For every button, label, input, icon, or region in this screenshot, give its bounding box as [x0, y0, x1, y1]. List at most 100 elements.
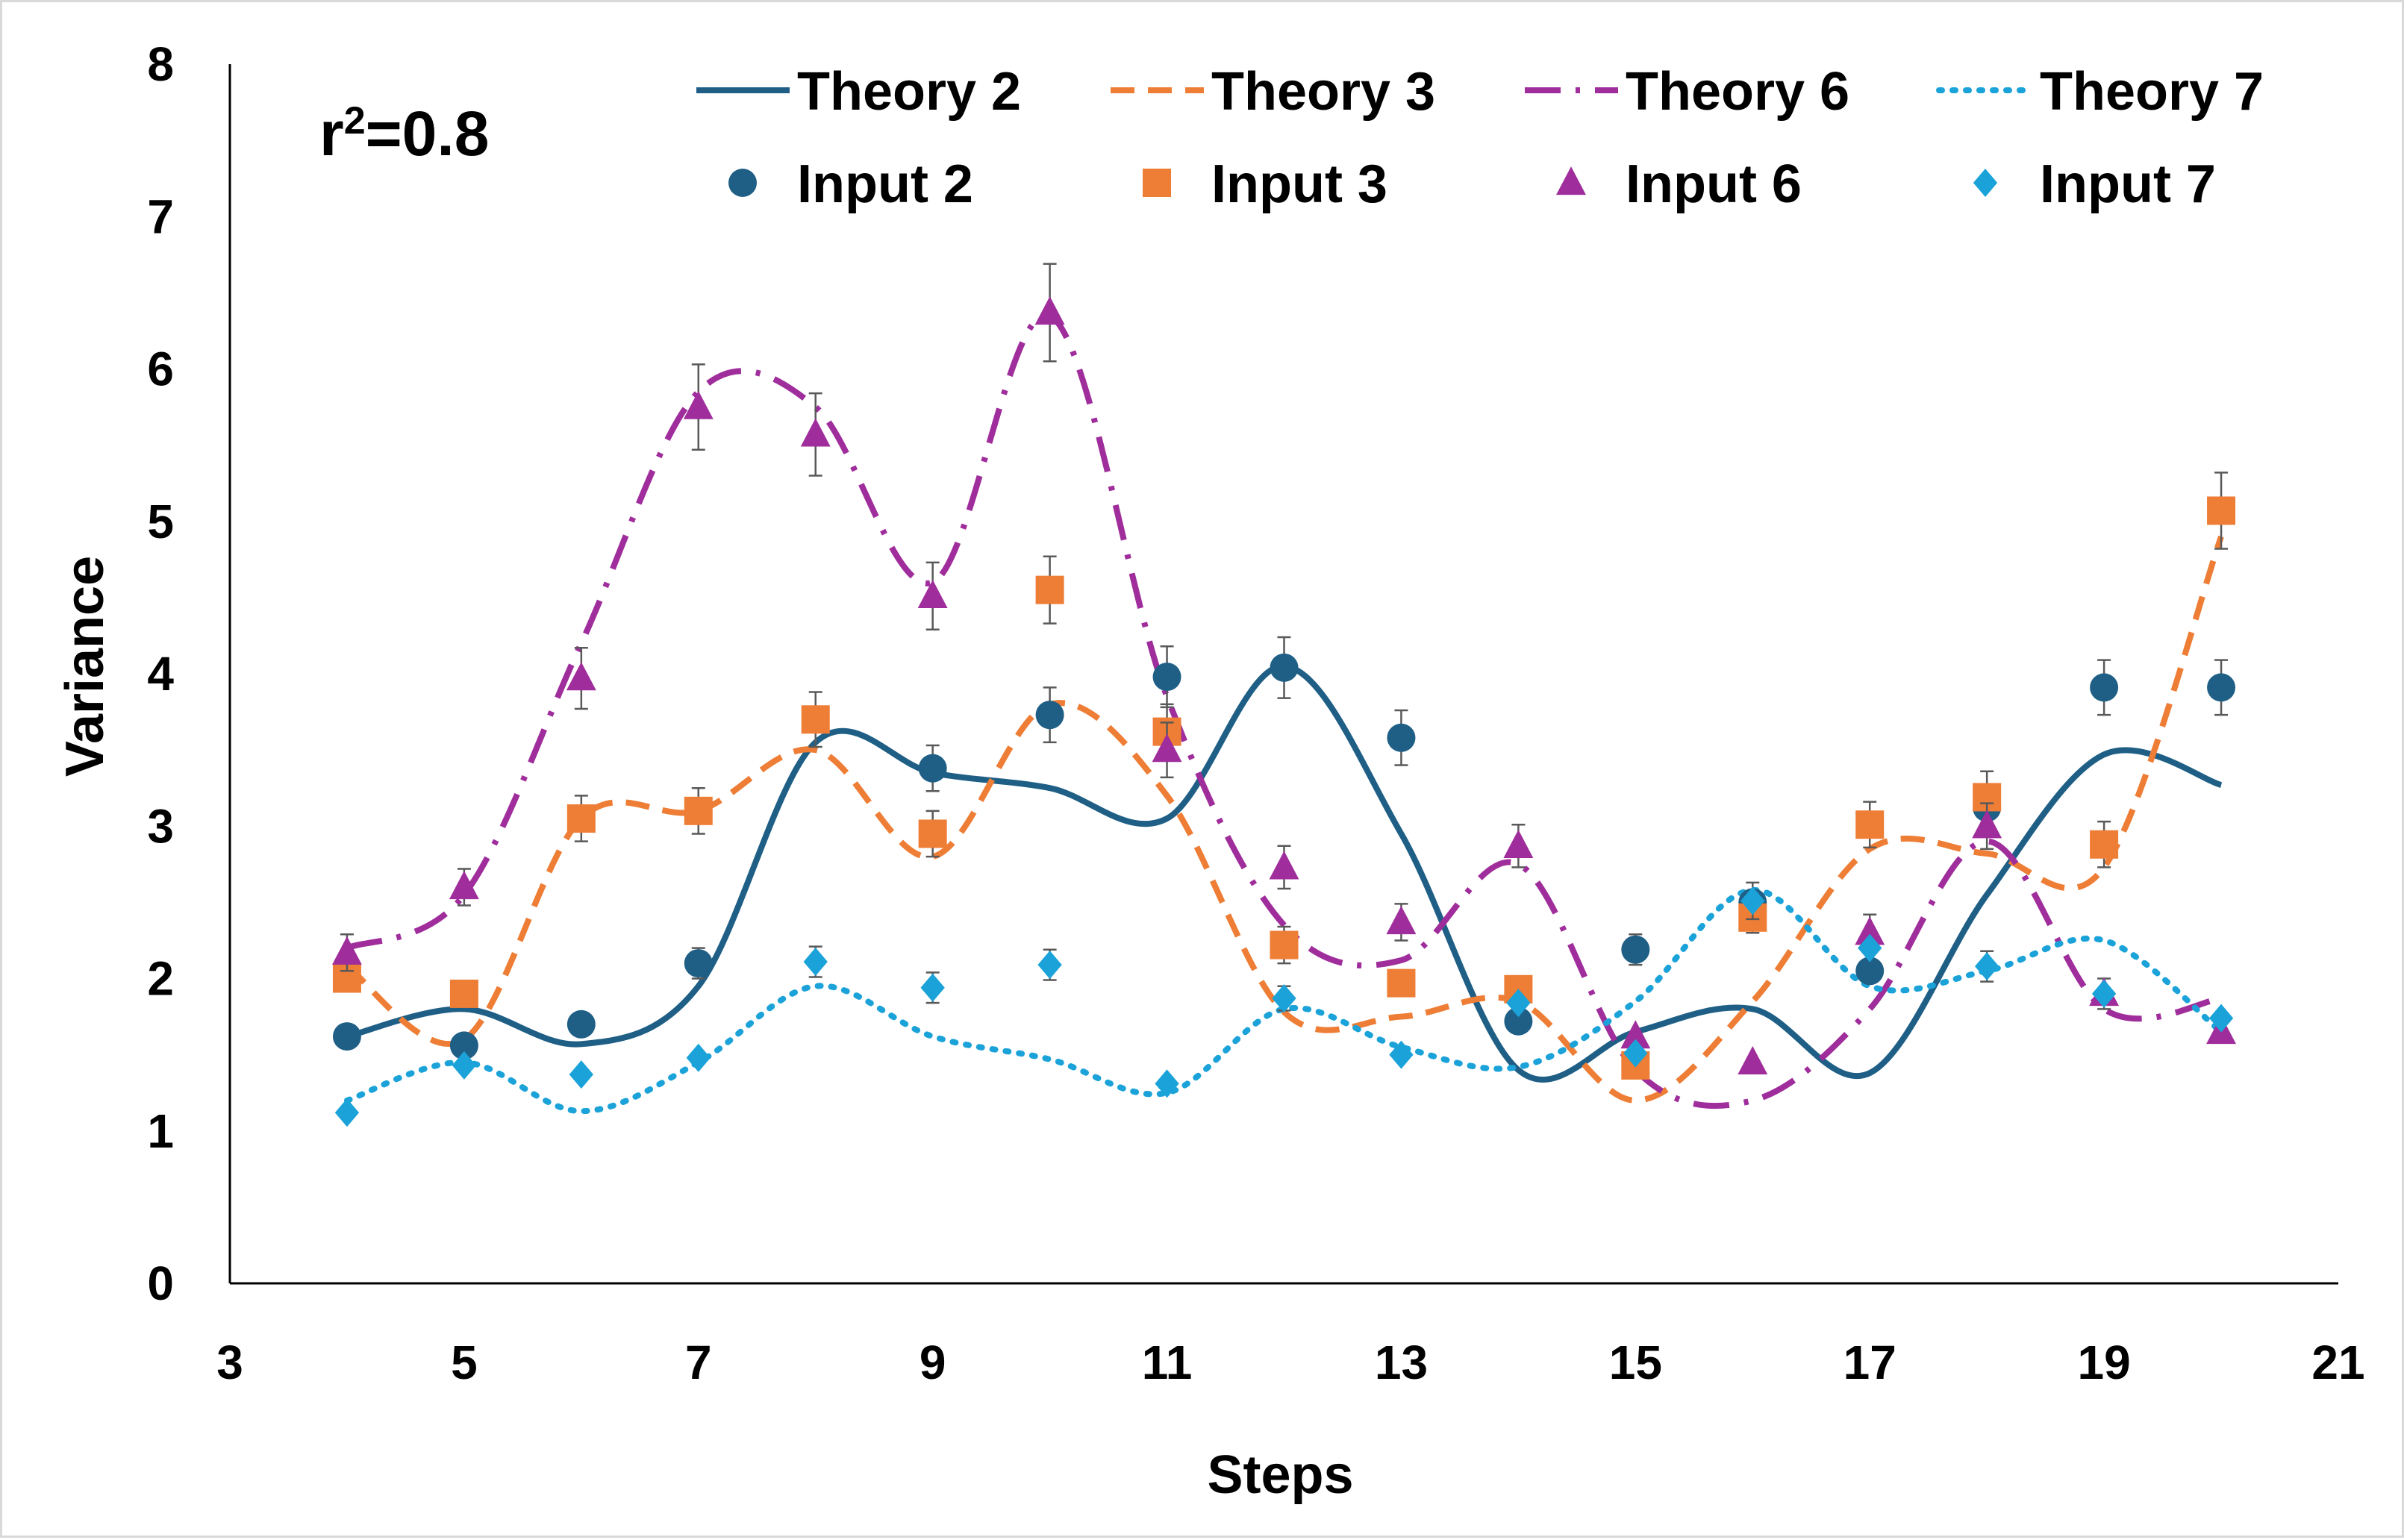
y-tick-label: 6	[147, 342, 174, 396]
y-tick-label: 0	[147, 1256, 174, 1310]
data-point-input-6	[917, 579, 948, 608]
data-point-input-7	[1506, 989, 1531, 1018]
data-point-input-7	[452, 1051, 477, 1080]
legend-label-theory-3: Theory 3	[1211, 62, 1435, 122]
data-point-input-3	[566, 804, 596, 833]
legend-swatch-input-2	[728, 169, 757, 197]
data-point-input-6	[1738, 1045, 1768, 1074]
data-point-input-7	[2091, 979, 2117, 1008]
data-point-input-7	[1858, 933, 1882, 962]
data-point-input-2	[1152, 663, 1181, 692]
data-point-input-3	[1035, 575, 1064, 604]
data-point-input-2	[1270, 653, 1299, 682]
data-point-input-2	[1621, 935, 1650, 964]
data-point-input-7	[1272, 984, 1296, 1013]
data-point-input-2	[566, 1010, 596, 1039]
data-point-input-3	[449, 979, 478, 1008]
y-tick-label: 1	[147, 1104, 174, 1158]
series-line-theory-6	[346, 311, 2222, 1109]
x-tick-label: 9	[920, 1336, 946, 1389]
data-point-input-2	[2207, 673, 2236, 702]
legend-label-input-3: Input 3	[1211, 154, 1387, 214]
data-point-input-2	[684, 949, 713, 978]
y-tick-label: 2	[147, 952, 174, 1006]
data-point-input-2	[1387, 723, 1416, 752]
y-tick-label: 8	[147, 37, 174, 91]
legend-swatch-input-6	[1556, 166, 1586, 195]
r-squared-base: r	[319, 98, 344, 169]
data-point-input-6	[1503, 829, 1534, 858]
data-point-input-6	[683, 390, 714, 419]
legend-label-input-2: Input 2	[797, 154, 973, 214]
x-tick-label: 17	[1843, 1336, 1896, 1389]
legend-swatch-input-3	[1143, 169, 1171, 197]
legend-label-input-6: Input 6	[1626, 154, 1802, 214]
x-tick-label: 5	[451, 1336, 478, 1389]
data-point-input-3	[1855, 810, 1885, 839]
data-point-input-2	[918, 754, 947, 783]
y-tick-label: 4	[147, 647, 174, 701]
data-point-input-7	[920, 973, 945, 1002]
data-point-input-7	[334, 1098, 360, 1127]
x-tick-label: 19	[2078, 1336, 2131, 1389]
data-point-input-2	[1504, 1007, 1533, 1036]
data-point-input-7	[1389, 1040, 1414, 1069]
x-tick-label: 3	[216, 1336, 243, 1389]
data-point-input-2	[2090, 673, 2119, 702]
data-point-input-6	[1386, 906, 1417, 935]
r-squared-annotation: r2=0.8	[319, 98, 489, 169]
data-point-input-3	[1270, 930, 1299, 960]
data-point-input-6	[1620, 1020, 1651, 1049]
legend-label-input-7: Input 7	[2040, 154, 2216, 214]
data-point-input-6	[331, 936, 362, 965]
data-point-input-7	[686, 1043, 711, 1072]
data-point-input-7	[569, 1060, 593, 1089]
data-point-input-6	[1152, 733, 1182, 763]
data-point-input-3	[2207, 496, 2236, 525]
input-points	[331, 263, 2237, 1127]
x-tick-label: 21	[2311, 1336, 2364, 1389]
data-point-input-7	[2208, 1004, 2234, 1033]
data-point-input-7	[1623, 1039, 1648, 1068]
legend-label-theory-7: Theory 7	[2040, 62, 2264, 122]
data-point-input-3	[2090, 830, 2119, 859]
data-point-input-7	[1975, 952, 1999, 981]
data-point-input-3	[801, 705, 830, 734]
data-point-input-3	[684, 796, 713, 825]
data-point-input-2	[449, 1031, 478, 1060]
x-tick-label: 15	[1609, 1336, 1662, 1389]
x-tick-label: 13	[1375, 1336, 1428, 1389]
data-point-input-6	[800, 418, 831, 447]
r-squared-superscript: 2	[344, 99, 366, 143]
data-point-input-6	[1034, 296, 1065, 325]
data-point-input-6	[449, 871, 479, 900]
data-point-input-7	[1037, 951, 1062, 980]
series-line-theory-2	[346, 663, 2223, 1083]
legend-swatch-input-7	[1973, 169, 1998, 197]
r-squared-value: =0.8	[366, 98, 490, 169]
legend: Theory 2 Theory 3 Theory 6 Theory 7 Input 2 I…	[696, 62, 2264, 214]
legend-label-theory-2: Theory 2	[797, 62, 1021, 122]
y-axis-title: Variance	[55, 556, 115, 777]
y-tick-label: 3	[147, 799, 174, 853]
y-tick-label: 5	[147, 495, 174, 548]
x-axis-title: Steps	[1207, 1445, 1353, 1505]
data-point-input-2	[332, 1022, 361, 1051]
data-point-input-2	[1035, 701, 1064, 730]
y-tick-label: 7	[147, 190, 174, 243]
x-tick-label: 7	[685, 1336, 712, 1389]
data-point-input-7	[803, 948, 828, 977]
data-point-input-6	[566, 662, 596, 691]
data-point-input-6	[1972, 810, 2002, 839]
data-point-input-7	[1740, 886, 1765, 915]
data-point-input-7	[1155, 1069, 1179, 1098]
data-point-input-2	[1855, 957, 1885, 986]
legend-label-theory-6: Theory 6	[1626, 62, 1849, 122]
data-point-input-6	[1855, 916, 1885, 945]
x-tick-label: 11	[1142, 1336, 1193, 1389]
data-point-input-6	[1269, 851, 1299, 880]
data-point-input-3	[918, 819, 947, 848]
series-line-theory-3	[345, 535, 2224, 1104]
